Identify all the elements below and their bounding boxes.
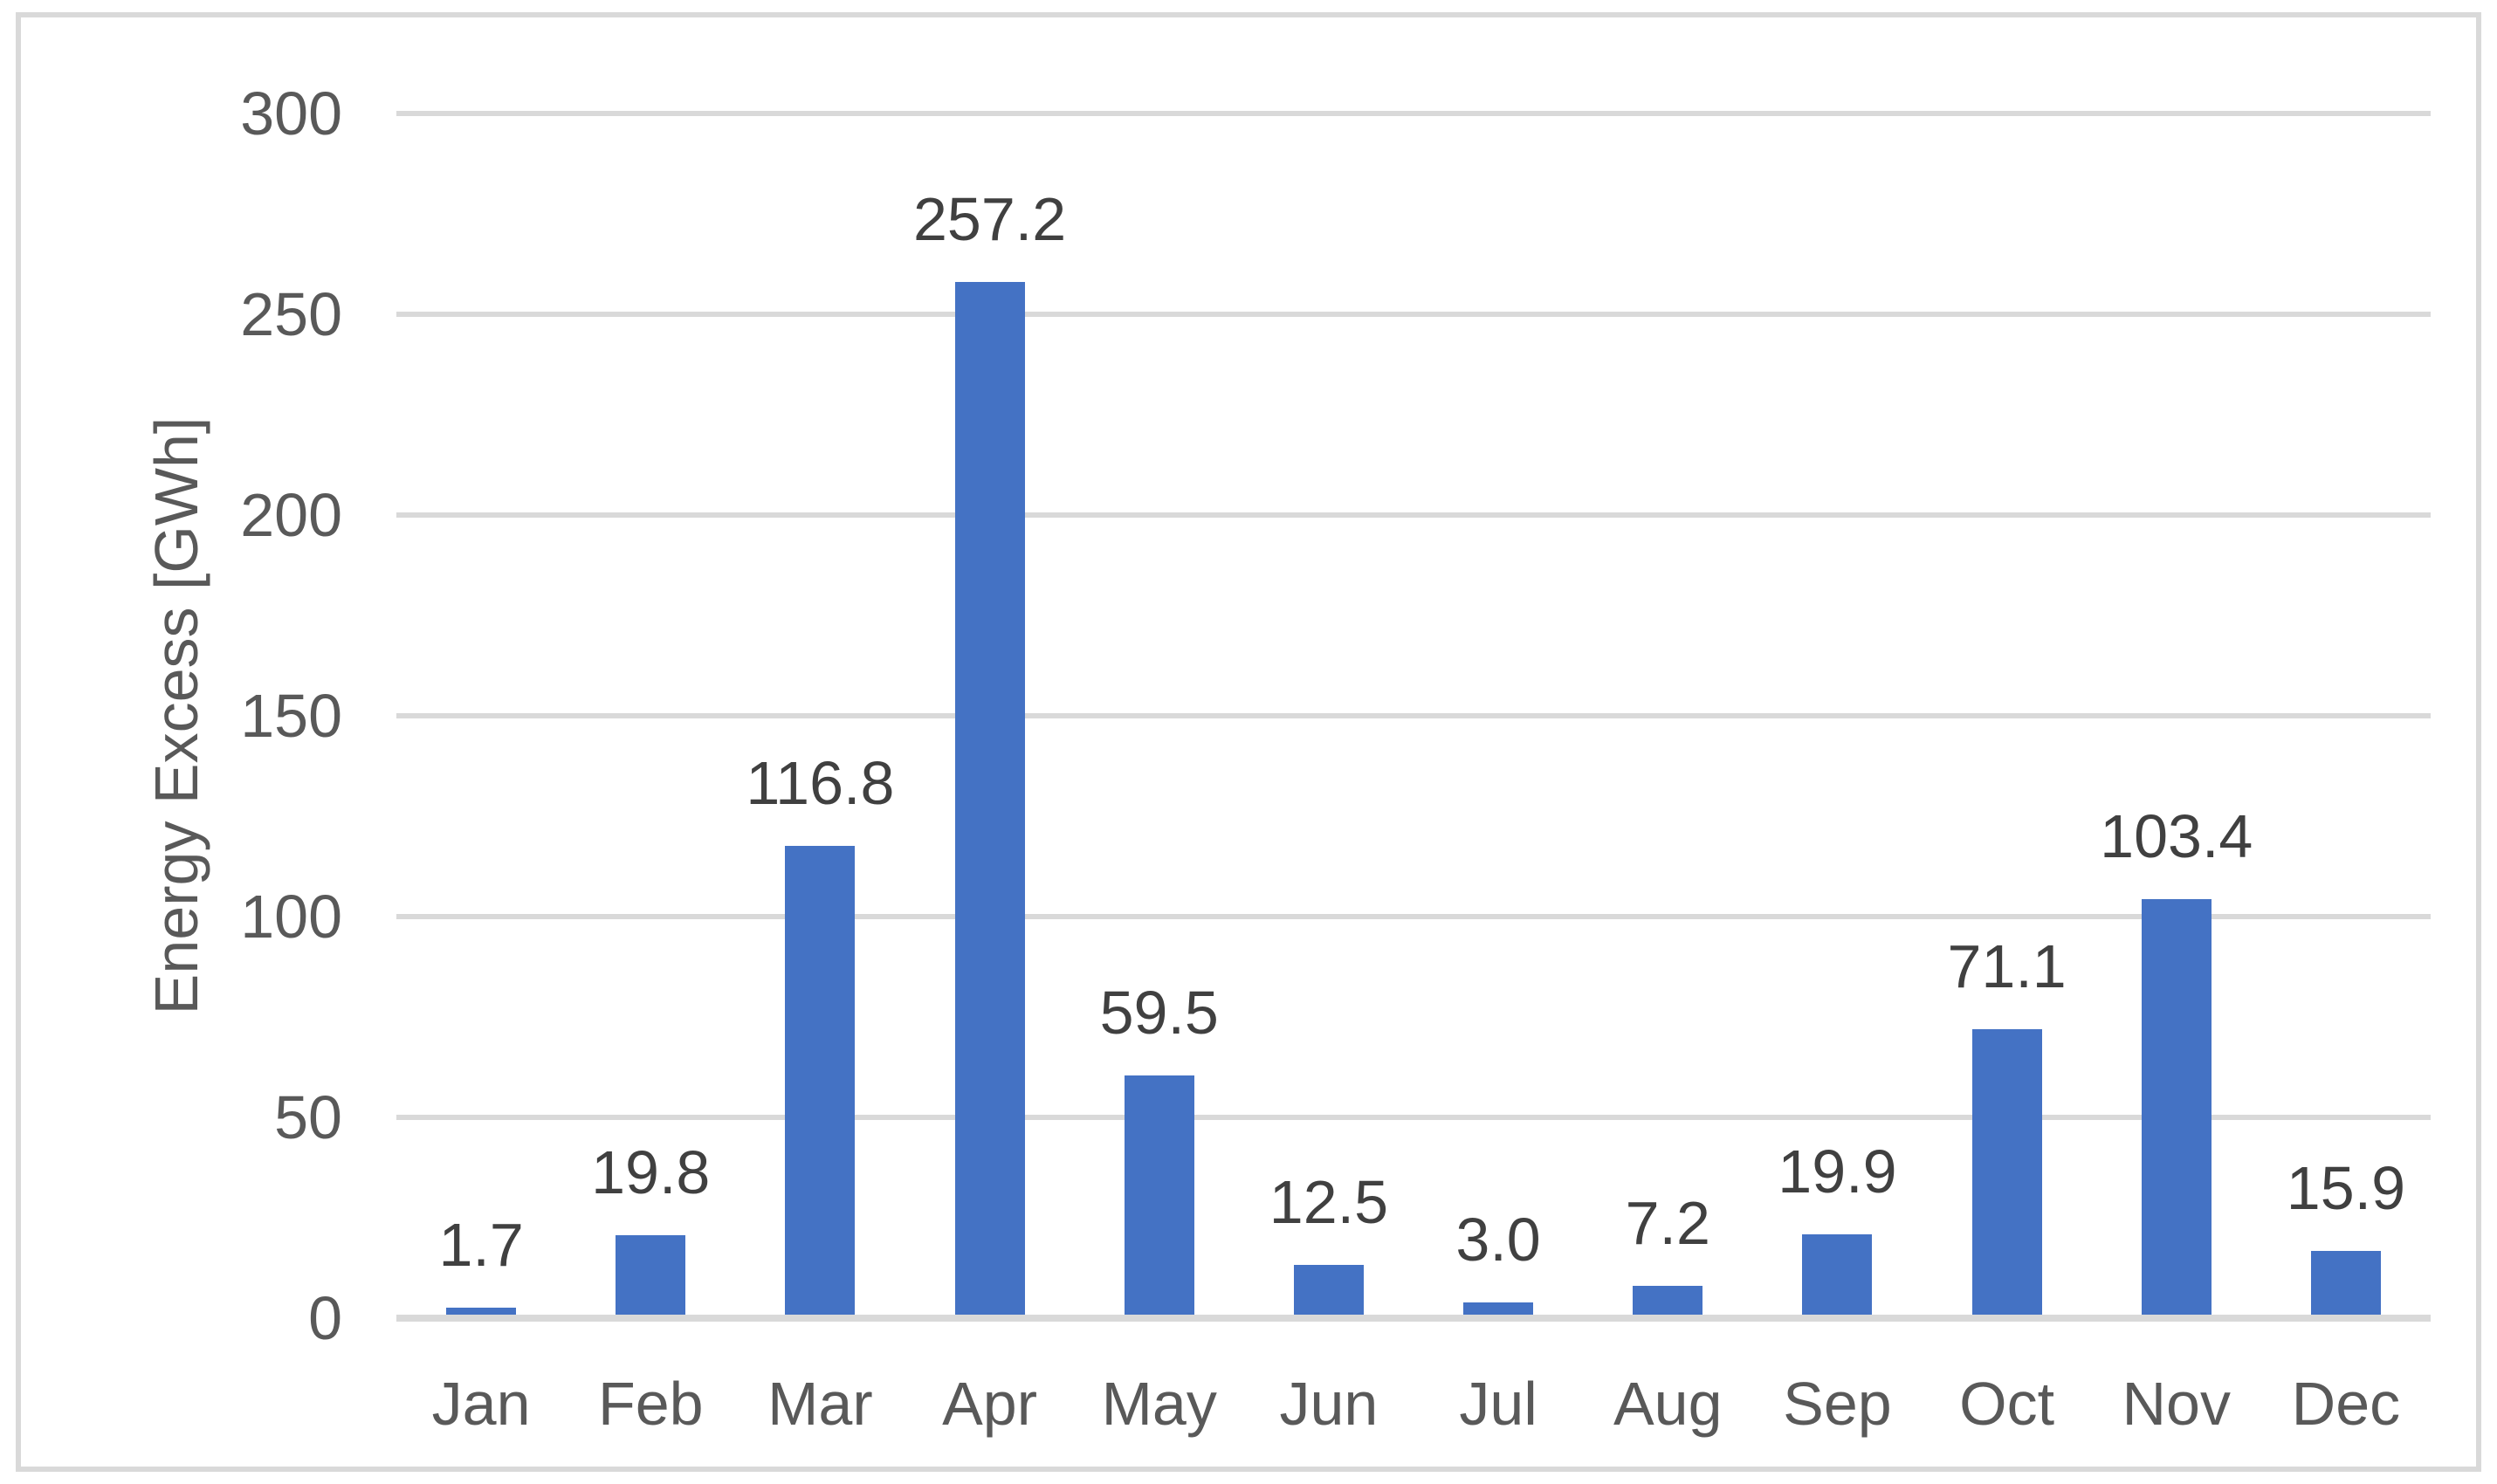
y-tick-label-50: 50	[274, 1083, 342, 1151]
x-category-label-oct: Oct	[1959, 1370, 2055, 1438]
x-category-label-mar: Mar	[767, 1370, 873, 1438]
x-axis-line	[396, 1315, 2431, 1322]
x-category-label-nov: Nov	[2122, 1370, 2231, 1438]
plot-area: 1.7 19.8 116.8 257.2 59.5 12.5 3.0 7.2 19.9 71.1 1…	[396, 111, 2431, 1322]
gridline	[396, 312, 2431, 317]
data-label-oct: 71.1	[1947, 931, 2067, 1000]
bar-mar	[785, 845, 856, 1315]
gridline	[396, 914, 2431, 919]
bar-jan	[446, 1308, 517, 1315]
data-label-apr: 257.2	[912, 184, 1067, 253]
bar-jun	[1293, 1264, 1364, 1315]
y-tick-label-200: 200	[240, 481, 342, 549]
y-tick-label-100: 100	[240, 883, 342, 951]
x-category-label-jul: Jul	[1459, 1370, 1537, 1438]
bar-sep	[1802, 1234, 1873, 1315]
y-tick-label-250: 250	[240, 280, 342, 348]
y-tick-label-150: 150	[240, 682, 342, 750]
data-label-may: 59.5	[1099, 979, 1219, 1048]
data-label-aug: 7.2	[1625, 1188, 1710, 1257]
data-label-nov: 103.4	[2100, 802, 2253, 871]
y-tick-label-0: 0	[308, 1284, 342, 1352]
bar-jul	[1463, 1302, 1534, 1315]
x-category-label-sep: Sep	[1783, 1370, 1892, 1438]
bar-apr	[954, 281, 1025, 1315]
bar-nov	[2141, 899, 2212, 1315]
x-category-label-may: May	[1101, 1370, 1217, 1438]
data-label-dec: 15.9	[2286, 1153, 2406, 1222]
chart-frame: Energy Excess [GWh] 1.7 19.8 116.8 257.2 59.…	[16, 12, 2481, 1472]
x-category-label-apr: Apr	[942, 1370, 1038, 1438]
data-label-jan: 1.7	[438, 1211, 524, 1280]
x-category-label-jun: Jun	[1279, 1370, 1379, 1438]
x-category-label-dec: Dec	[2291, 1370, 2401, 1438]
bar-oct	[1971, 1028, 2042, 1315]
data-label-feb: 19.8	[591, 1137, 711, 1206]
gridline	[396, 1115, 2431, 1120]
x-category-label-aug: Aug	[1613, 1370, 1723, 1438]
gridline	[396, 512, 2431, 518]
bar-feb	[616, 1234, 686, 1315]
x-category-label-feb: Feb	[597, 1370, 704, 1438]
bar-may	[1124, 1075, 1194, 1315]
data-label-mar: 116.8	[746, 748, 895, 817]
bar-dec	[2310, 1250, 2381, 1315]
bar-aug	[1633, 1285, 1703, 1315]
gridline	[396, 713, 2431, 718]
y-tick-label-300: 300	[240, 79, 342, 148]
data-label-jul: 3.0	[1455, 1206, 1541, 1274]
data-label-sep: 19.9	[1778, 1137, 1897, 1206]
x-category-label-jan: Jan	[431, 1370, 531, 1438]
gridline	[396, 111, 2431, 116]
data-label-jun: 12.5	[1269, 1167, 1389, 1236]
